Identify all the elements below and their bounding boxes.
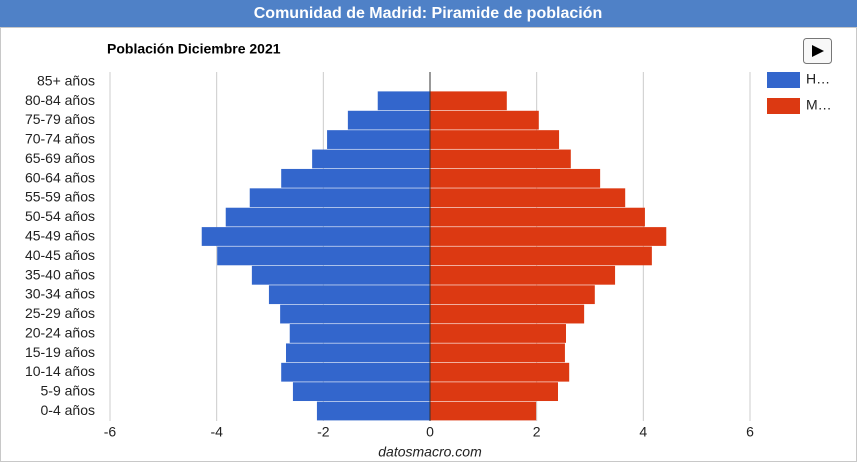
y-tick-label: 25-29 años (25, 305, 95, 321)
bar (430, 265, 616, 285)
bar (312, 149, 430, 169)
x-tick-label: -6 (104, 424, 117, 440)
bar (251, 265, 430, 285)
y-tick-label: 10-14 años (25, 363, 95, 379)
bar (289, 324, 430, 343)
bar (268, 285, 430, 305)
y-tick-label: 0-4 años (41, 402, 95, 418)
bar (281, 168, 430, 188)
bar (377, 91, 430, 111)
bar (249, 188, 430, 208)
bar (430, 285, 595, 305)
bar (430, 382, 558, 402)
y-tick-label: 70-74 años (25, 131, 95, 147)
y-tick-label: 85+ años (37, 72, 95, 88)
y-tick-label: 45-49 años (25, 228, 95, 244)
bar (280, 304, 430, 324)
bar (430, 343, 565, 363)
bar (430, 362, 570, 382)
y-tick-label: 40-45 años (25, 247, 95, 263)
header-bar (0, 0, 857, 27)
y-tick-label: 65-69 años (25, 150, 95, 166)
chart-subtitle: Población Diciembre 2021 (107, 41, 281, 57)
legend-swatch (767, 72, 800, 88)
play-icon[interactable] (812, 45, 824, 57)
bar (201, 227, 430, 246)
bar (430, 149, 571, 169)
x-tick-label: 0 (426, 424, 434, 440)
source: datosmacro.com (378, 444, 482, 460)
y-tick-label: 80-84 años (25, 92, 95, 108)
x-tick-label: 6 (746, 424, 754, 440)
bar (430, 188, 626, 208)
bar (430, 207, 645, 227)
bar (430, 227, 667, 246)
bar (430, 324, 566, 343)
x-tick-label: 4 (639, 424, 647, 440)
bar (430, 246, 652, 266)
y-tick-label: 20-24 años (25, 324, 95, 340)
x-tick-label: -4 (210, 424, 223, 440)
bar (347, 110, 430, 130)
bar (430, 110, 539, 130)
y-tick-label: 35-40 años (25, 266, 95, 282)
y-tick-label: 30-34 años (25, 286, 95, 302)
bar (316, 401, 430, 421)
bar (430, 401, 537, 421)
legend-label: M… (806, 97, 832, 113)
y-tick-label: 5-9 años (41, 383, 95, 399)
legend-label: H… (806, 71, 830, 87)
bar (430, 91, 507, 111)
bar (327, 130, 430, 149)
bar (225, 207, 430, 227)
bar (292, 382, 430, 402)
chart-title: Comunidad de Madrid: Piramide de poblaci… (254, 5, 602, 22)
y-tick-label: 50-54 años (25, 208, 95, 224)
x-tick-label: 2 (533, 424, 541, 440)
y-tick-label: 15-19 años (25, 344, 95, 360)
x-tick-label: -2 (317, 424, 330, 440)
bar (430, 304, 585, 324)
y-tick-label: 60-64 años (25, 169, 95, 185)
legend-swatch (767, 98, 800, 114)
y-tick-label: 75-79 años (25, 111, 95, 127)
play-button[interactable] (803, 38, 832, 64)
bar (430, 130, 560, 149)
bar (217, 246, 430, 266)
bar (430, 168, 601, 188)
y-tick-label: 55-59 años (25, 189, 95, 205)
bar (281, 362, 430, 382)
bar (286, 343, 430, 363)
